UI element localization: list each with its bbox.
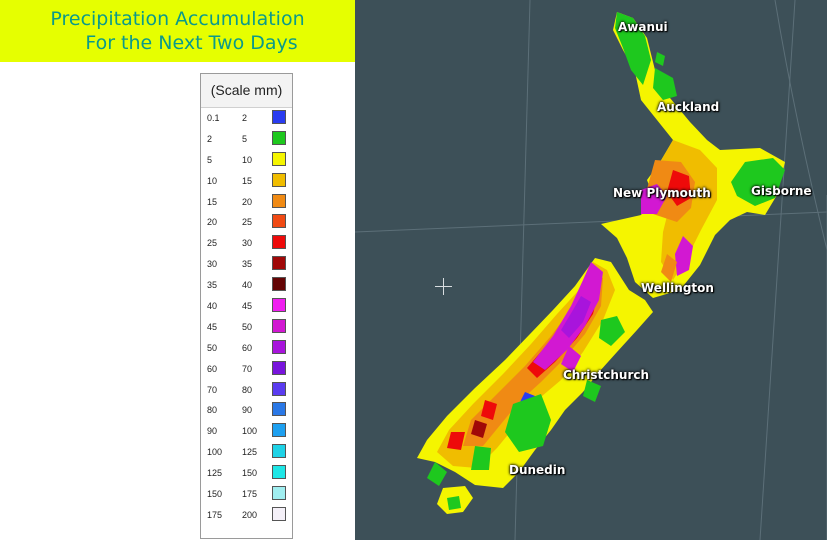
city-label-auckland: Auckland: [657, 100, 720, 114]
legend-row: 50 60: [201, 338, 292, 359]
legend-color-swatch: [272, 214, 286, 229]
legend-range-high: 25: [242, 217, 253, 228]
legend-color-swatch: [272, 110, 286, 124]
legend-row: 80 90: [201, 400, 292, 421]
legend-row: 20 25: [201, 212, 292, 233]
legend-color-swatch: [272, 465, 286, 480]
city-label-new-plymouth: New Plymouth: [613, 186, 711, 200]
legend-color-swatch: [272, 318, 286, 333]
legend-range-low: 150: [207, 489, 223, 500]
city-label-gisborne: Gisborne: [751, 184, 812, 198]
legend-range-high: 40: [242, 280, 253, 291]
south-island: [417, 258, 653, 488]
map-canvas[interactable]: [355, 0, 827, 540]
legend-range-low: 25: [207, 238, 218, 249]
legend-color-swatch: [272, 151, 286, 166]
legend-row: 25 30: [201, 233, 292, 254]
map-panel[interactable]: Awanui Auckland New Plymouth Gisborne We…: [355, 0, 827, 540]
legend-range-low: 30: [207, 259, 218, 270]
legend-row: 60 70: [201, 359, 292, 380]
legend-range-low: 0.1: [207, 113, 220, 123]
legend-range-high: 175: [242, 489, 258, 500]
legend-row: 150 175: [201, 484, 292, 505]
legend-row: 45 50: [201, 317, 292, 338]
legend-range-low: 70: [207, 384, 218, 395]
legend-color-swatch: [272, 172, 286, 187]
legend-color-swatch: [272, 444, 286, 459]
legend-range-high: 125: [242, 447, 258, 458]
legend-row: 175 200: [201, 505, 292, 526]
legend-range-low: 175: [207, 509, 223, 520]
city-label-awanui: Awanui: [618, 20, 668, 34]
legend-header: (Scale mm): [201, 74, 292, 108]
legend-row: 5 10: [201, 150, 292, 171]
legend-range-low: 2: [207, 133, 213, 144]
legend-range-low: 20: [207, 217, 218, 228]
legend-range-low: 45: [207, 321, 218, 332]
legend-range-low: 80: [207, 405, 218, 416]
legend-range-low: 125: [207, 468, 223, 479]
legend-rows: 0.1 2 2 5 5 10 10 15 15 20 20 25 25 30 30 35 35 40 40 45 45 5…: [201, 108, 292, 526]
legend-range-low: 10: [207, 175, 218, 186]
legend-row: 125 150: [201, 463, 292, 484]
city-label-dunedin: Dunedin: [509, 463, 566, 477]
legend-range-low: 40: [207, 301, 218, 312]
legend-color-swatch: [272, 506, 286, 521]
north-island: [601, 12, 785, 298]
legend-range-high: 70: [242, 363, 253, 374]
title-line-1: Precipitation Accumulation: [50, 8, 305, 30]
legend-row: 30 35: [201, 254, 292, 275]
legend-range-high: 20: [242, 196, 253, 207]
legend-color-swatch: [272, 381, 286, 396]
legend-range-low: 60: [207, 363, 218, 374]
legend-range-high: 100: [242, 426, 258, 437]
legend-color-swatch: [272, 193, 286, 208]
legend-row: 40 45: [201, 296, 292, 317]
legend-color-swatch: [272, 486, 286, 501]
legend-color-swatch: [272, 277, 286, 292]
legend-range-high: 60: [242, 342, 253, 353]
legend-color-swatch: [272, 256, 286, 271]
legend-range-high: 50: [242, 321, 253, 332]
city-label-wellington: Wellington: [641, 281, 714, 295]
legend-color-swatch: [272, 298, 286, 313]
legend-color-swatch: [272, 423, 286, 438]
legend-range-high: 10: [242, 154, 253, 165]
legend-color-swatch: [272, 339, 286, 354]
legend-range-high: 30: [242, 238, 253, 249]
legend-range-low: 90: [207, 426, 218, 437]
legend-row: 10 15: [201, 171, 292, 192]
legend-range-high: 15: [242, 175, 253, 186]
legend-range-low: 15: [207, 196, 218, 207]
legend-range-high: 35: [242, 259, 253, 270]
map-title: Precipitation Accumulation For the Next …: [0, 0, 355, 62]
legend-range-low: 35: [207, 280, 218, 291]
scale-legend: (Scale mm) 0.1 2 2 5 5 10 10 15 15 20 20 25 25 30 30 35…: [200, 73, 293, 539]
legend-color-swatch: [272, 360, 286, 375]
legend-range-high: 90: [242, 405, 253, 416]
legend-row: 15 20: [201, 192, 292, 213]
title-line-2: For the Next Two Days: [85, 32, 298, 54]
city-label-christchurch: Christchurch: [563, 368, 650, 382]
stewart-island: [437, 486, 473, 514]
legend-range-low: 100: [207, 447, 223, 458]
legend-color-swatch: [272, 402, 286, 417]
legend-range-high: 150: [242, 468, 258, 479]
legend-range-high: 200: [242, 509, 258, 520]
legend-range-high: 5: [242, 133, 248, 144]
legend-row: 100 125: [201, 442, 292, 463]
legend-row: 70 80: [201, 380, 292, 401]
legend-row: 0.1 2: [201, 108, 292, 129]
legend-range-high: 80: [242, 384, 253, 395]
legend-row: 90 100: [201, 421, 292, 442]
crosshair-icon: [435, 278, 452, 295]
legend-row: 35 40: [201, 275, 292, 296]
legend-range-high: 2: [242, 113, 248, 123]
legend-range-low: 50: [207, 342, 218, 353]
legend-range-low: 5: [207, 154, 213, 165]
legend-range-high: 45: [242, 301, 253, 312]
legend-color-swatch: [272, 130, 286, 145]
legend-color-swatch: [272, 235, 286, 250]
